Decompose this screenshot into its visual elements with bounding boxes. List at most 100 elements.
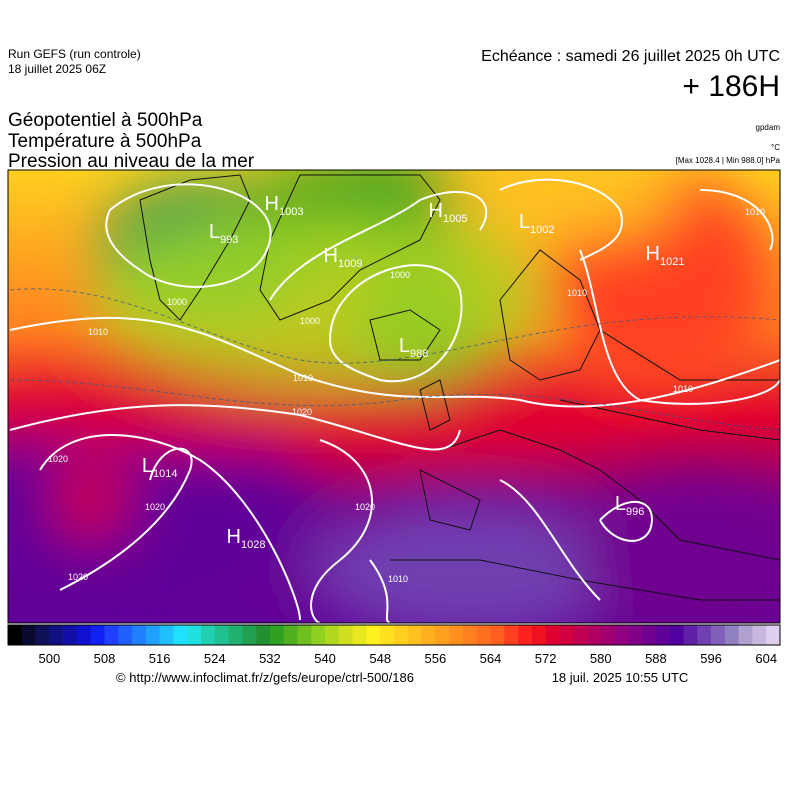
colorbar-tick-label: 564 [480, 651, 502, 666]
valid-time: Echéance : samedi 26 juillet 2025 0h UTC [481, 48, 780, 65]
colorbar-swatch [587, 625, 602, 645]
colorbar-tick-label: 588 [645, 651, 667, 666]
generated-time: 18 juil. 2025 10:55 UTC [552, 670, 689, 685]
colorbar-swatch [655, 625, 671, 645]
colorbar-swatch [338, 625, 353, 645]
field-label: Pression au niveau de la mer [8, 151, 255, 172]
colorbar-swatch [311, 625, 326, 645]
colorbar-tick-label: 604 [755, 651, 777, 666]
system-letter: L [615, 493, 626, 515]
colorbar-tick-label: 572 [535, 651, 557, 666]
colorbar-swatch [462, 625, 478, 645]
system-pressure: 993 [220, 234, 238, 246]
colorbar-swatch [145, 625, 160, 645]
colorbar-swatch [297, 625, 312, 645]
system-letter: L [142, 455, 153, 477]
system-letter: H [429, 200, 443, 222]
colorbar-swatch [490, 625, 505, 645]
colorbar-tick-label: 540 [314, 651, 336, 666]
colorbar-swatch [518, 625, 533, 645]
colorbar-frame [7, 624, 781, 646]
unit-label: °C [771, 143, 780, 152]
system-pressure: 996 [626, 506, 644, 518]
system-pressure: 1002 [530, 224, 554, 236]
colorbar-tick-label: 596 [700, 651, 722, 666]
system-letter: L [399, 335, 410, 357]
system-pressure: 1028 [241, 539, 265, 551]
system-letter: H [324, 245, 338, 267]
colorbar-tick-label: 524 [204, 651, 226, 666]
colorbar-swatch [531, 625, 546, 645]
colorbar-tick-label: 500 [39, 651, 61, 666]
system-letter: H [227, 526, 241, 548]
colorbar-tick-label: 532 [259, 651, 281, 666]
isobar-label: 1020 [48, 454, 68, 464]
colorbar-tick-label: 508 [94, 651, 116, 666]
colorbar-swatch [545, 625, 560, 645]
colorbar-swatch [173, 625, 188, 645]
colorbar-swatch [352, 625, 367, 645]
system-pressure: 1009 [338, 258, 362, 270]
system-pressure: 988 [410, 348, 428, 360]
colorbar-swatch [159, 625, 174, 645]
colorbar-swatch [683, 625, 698, 645]
colorbar-tick-label: 580 [590, 651, 612, 666]
isobar-label: 1010 [388, 574, 408, 584]
colorbar-swatch [407, 625, 422, 645]
isobar-label: 1020 [292, 407, 312, 417]
colorbar-swatch [8, 625, 23, 645]
run-date: 18 juillet 2025 06Z [8, 62, 106, 76]
colorbar-swatch [228, 625, 243, 645]
colorbar-tick-label: 556 [425, 651, 447, 666]
colorbar-swatch [104, 625, 119, 645]
colorbar-swatch [724, 625, 739, 645]
isobar-label: 1000 [390, 270, 410, 280]
run-label: Run GEFS (run controle) [8, 47, 141, 61]
isobar-label: 1010 [293, 373, 313, 383]
system-letter: L [519, 211, 530, 233]
colorbar-swatch [435, 625, 450, 645]
colorbar-swatch [269, 625, 285, 645]
colorbar-swatch [380, 625, 395, 645]
colorbar-swatch [559, 625, 574, 645]
unit-label: gpdam [756, 123, 781, 132]
colorbar-swatch [476, 625, 491, 645]
colorbar-swatch [214, 625, 229, 645]
colorbar-swatch [614, 625, 629, 645]
colorbar-swatch [711, 625, 726, 645]
map [8, 170, 780, 623]
colorbar-swatch [132, 625, 147, 645]
colorbar-swatch [187, 625, 202, 645]
system-pressure: 1003 [279, 206, 303, 218]
colorbar-swatch [63, 625, 78, 645]
colorbar-swatch [573, 625, 588, 645]
isobar-label: 1020 [68, 572, 88, 582]
colorbar-swatch [35, 625, 50, 645]
colorbar-swatch [600, 625, 615, 645]
isobar-label: 1010 [673, 384, 693, 394]
colorbar: 500 508 516 524 532 540 548 556 564 572 580 588 596 6… [7, 624, 781, 666]
system-pressure: 1014 [153, 468, 177, 480]
field-label: Température à 500hPa [8, 131, 202, 152]
colorbar-swatch [49, 625, 64, 645]
system-pressure: 1021 [660, 256, 684, 268]
system-letter: H [646, 243, 660, 265]
colorbar-swatch [90, 625, 105, 645]
colorbar-swatch [449, 625, 464, 645]
colorbar-swatch [325, 625, 340, 645]
colorbar-swatch [642, 625, 657, 645]
colorbar-swatch [366, 625, 381, 645]
field-label: Géopotentiel à 500hPa [8, 110, 203, 131]
pressure-range: [Max 1028.4 | Min 988.0] hPa [676, 156, 781, 165]
colorbar-swatch [394, 625, 409, 645]
isobar-label: 1010 [88, 327, 108, 337]
isobar-label: 1020 [355, 502, 375, 512]
system-letter: H [265, 193, 279, 215]
colorbar-swatch [118, 625, 133, 645]
isobar-label: 1000 [167, 297, 187, 307]
colorbar-swatch [669, 625, 684, 645]
colorbar-swatch [752, 625, 767, 645]
